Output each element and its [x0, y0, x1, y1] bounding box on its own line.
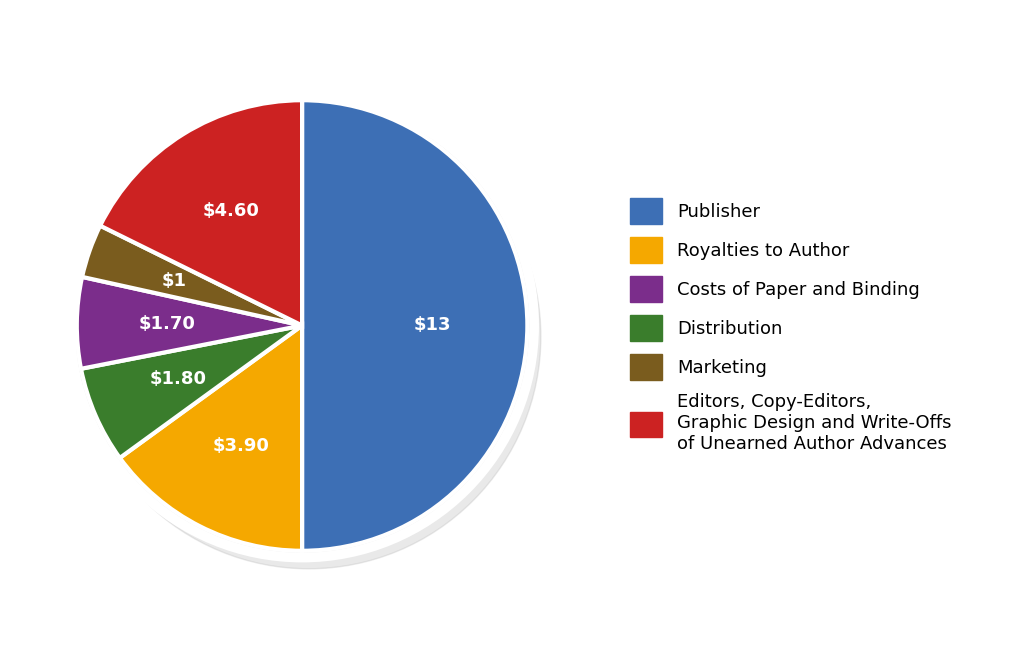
Text: $1.70: $1.70: [138, 315, 196, 333]
Wedge shape: [302, 100, 527, 551]
Wedge shape: [81, 326, 302, 458]
Wedge shape: [100, 100, 302, 326]
Wedge shape: [82, 226, 302, 326]
Text: $3.90: $3.90: [212, 437, 269, 455]
Text: $1.80: $1.80: [150, 370, 207, 389]
Text: $13: $13: [414, 316, 452, 335]
Text: $1: $1: [162, 271, 187, 290]
Wedge shape: [77, 277, 302, 368]
Text: $4.60: $4.60: [203, 202, 259, 219]
Circle shape: [77, 105, 541, 569]
Legend: Publisher, Royalties to Author, Costs of Paper and Binding, Distribution, Market: Publisher, Royalties to Author, Costs of…: [621, 189, 961, 462]
Wedge shape: [120, 326, 302, 551]
